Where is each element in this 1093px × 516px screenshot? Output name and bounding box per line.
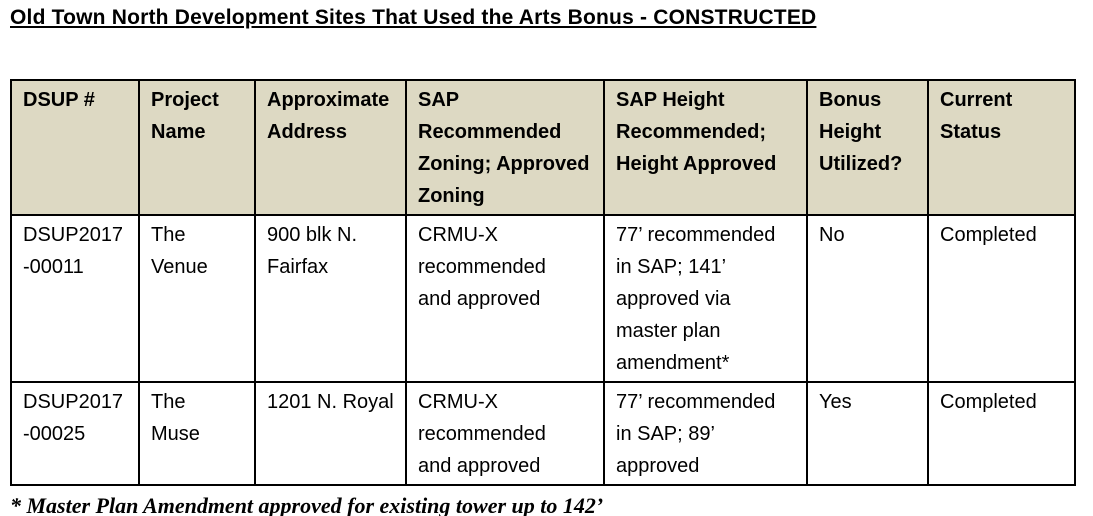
cell-bonus-utilized: Yes [806,381,929,486]
cell-project-name: The Muse [138,381,256,486]
column-header-sap-recommended-zoning: SAP Recommended Zoning; Approved Zoning [405,79,605,216]
cell-status: Completed [927,381,1076,486]
cell-dsup-number: DSUP2017 -00011 [10,214,140,383]
column-header-current-status: Current Status [927,79,1076,216]
cell-address: 900 blk N. Fairfax [254,214,407,383]
cell-height: 77’ recommended in SAP; 89’ approved [603,381,808,486]
cell-status: Completed [927,214,1076,383]
cell-bonus-utilized: No [806,214,929,383]
column-header-sap-height: SAP Height Recommended; Height Approved [603,79,808,216]
cell-zoning: CRMU-X recommended and approved [405,214,605,383]
column-header-approximate-address: Approximate Address [254,79,407,216]
development-sites-table: DSUP # Project Name Approximate Address … [10,79,1076,486]
cell-project-name: The Venue [138,214,256,383]
table-row-muse: DSUP2017 -00025 The Muse 1201 N. Royal C… [10,381,1076,486]
cell-height: 77’ recommended in SAP; 141’ approved vi… [603,214,808,383]
table-header-row: DSUP # Project Name Approximate Address … [10,79,1076,216]
cell-zoning: CRMU-X recommended and approved [405,381,605,486]
cell-dsup-number: DSUP2017 -00025 [10,381,140,486]
page-title: Old Town North Development Sites That Us… [10,6,817,29]
column-header-dsup-number: DSUP # [10,79,140,216]
table-row-venue: DSUP2017 -00011 The Venue 900 blk N. Fai… [10,214,1076,383]
cell-address: 1201 N. Royal [254,381,407,486]
footnote: * Master Plan Amendment approved for exi… [10,493,604,516]
document-page: Old Town North Development Sites That Us… [0,5,1093,516]
column-header-bonus-height-utilized: Bonus Height Utilized? [806,79,929,216]
column-header-project-name: Project Name [138,79,256,216]
